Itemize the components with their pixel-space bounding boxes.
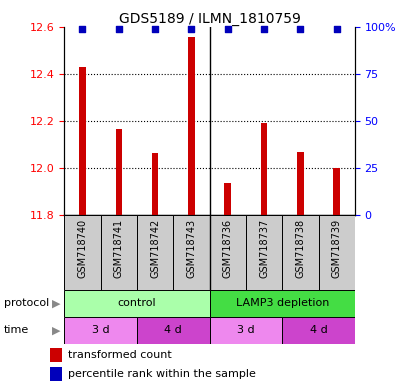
Point bbox=[79, 26, 86, 32]
Bar bbox=[210, 290, 355, 317]
Text: GSM718737: GSM718737 bbox=[259, 219, 269, 278]
Bar bbox=[297, 152, 304, 215]
Text: GSM718739: GSM718739 bbox=[332, 219, 342, 278]
Point bbox=[188, 26, 195, 32]
Bar bbox=[64, 317, 137, 344]
Point bbox=[261, 26, 267, 32]
Text: control: control bbox=[117, 298, 156, 308]
Text: 3 d: 3 d bbox=[92, 325, 110, 335]
Text: GSM718741: GSM718741 bbox=[114, 219, 124, 278]
Bar bbox=[137, 317, 210, 344]
Bar bbox=[115, 129, 122, 215]
Bar bbox=[261, 123, 267, 215]
Bar bbox=[100, 215, 137, 290]
Text: GSM718742: GSM718742 bbox=[150, 219, 160, 278]
Text: LAMP3 depletion: LAMP3 depletion bbox=[236, 298, 329, 308]
Bar bbox=[282, 215, 319, 290]
Bar bbox=[282, 317, 355, 344]
Bar bbox=[225, 183, 231, 215]
Text: 3 d: 3 d bbox=[237, 325, 255, 335]
Point bbox=[225, 26, 231, 32]
Bar bbox=[210, 317, 282, 344]
Bar bbox=[64, 215, 101, 290]
Bar bbox=[137, 215, 173, 290]
Bar bbox=[64, 290, 210, 317]
Text: time: time bbox=[4, 325, 29, 335]
Text: GSM718743: GSM718743 bbox=[186, 219, 196, 278]
Bar bbox=[50, 367, 62, 381]
Title: GDS5189 / ILMN_1810759: GDS5189 / ILMN_1810759 bbox=[119, 12, 300, 26]
Text: 4 d: 4 d bbox=[164, 325, 182, 335]
Text: ▶: ▶ bbox=[52, 325, 60, 335]
Bar bbox=[333, 168, 340, 215]
Bar bbox=[246, 215, 282, 290]
Bar bbox=[79, 67, 86, 215]
Text: GSM718738: GSM718738 bbox=[295, 219, 305, 278]
Bar bbox=[210, 215, 246, 290]
Bar bbox=[152, 153, 159, 215]
Bar bbox=[319, 215, 355, 290]
Point bbox=[333, 26, 340, 32]
Text: transformed count: transformed count bbox=[68, 350, 172, 360]
Text: ▶: ▶ bbox=[52, 298, 60, 308]
Text: GSM718740: GSM718740 bbox=[78, 219, 88, 278]
Bar bbox=[50, 348, 62, 362]
Point bbox=[297, 26, 304, 32]
Text: 4 d: 4 d bbox=[310, 325, 327, 335]
Text: protocol: protocol bbox=[4, 298, 49, 308]
Point bbox=[152, 26, 159, 32]
Text: percentile rank within the sample: percentile rank within the sample bbox=[68, 369, 256, 379]
Point bbox=[115, 26, 122, 32]
Bar bbox=[188, 38, 195, 215]
Text: GSM718736: GSM718736 bbox=[223, 219, 233, 278]
Bar bbox=[173, 215, 210, 290]
